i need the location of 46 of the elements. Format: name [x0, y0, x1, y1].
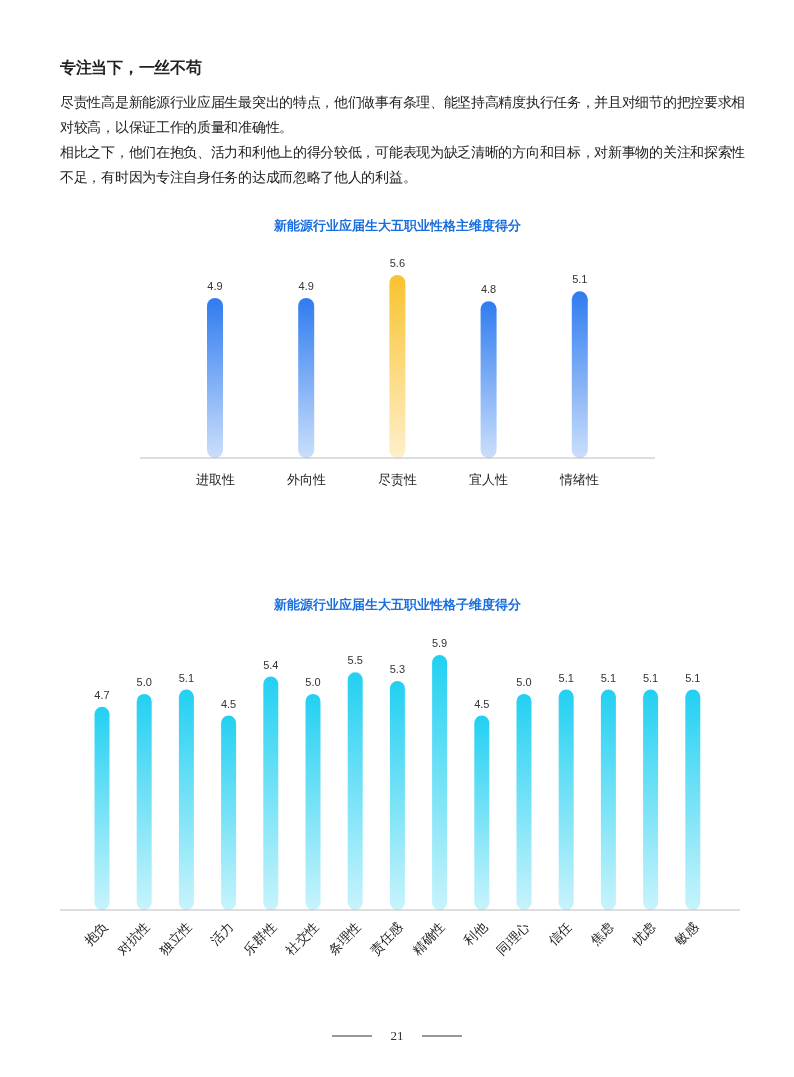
x-tick-label: 社交性 [282, 919, 322, 958]
x-tick-label: 利他 [460, 919, 490, 949]
x-tick-label: 信任 [545, 919, 575, 949]
data-label: 4.9 [298, 279, 314, 292]
data-label: 5.4 [263, 658, 279, 671]
data-label: 5.9 [431, 637, 448, 649]
x-tick-label: 抱负 [81, 919, 111, 949]
x-tick-label: 条理性 [325, 919, 364, 958]
x-tick-label: 尽责性 [377, 472, 417, 487]
data-label: 5.1 [558, 671, 574, 684]
text: 相比之下，他们在抱负、活力和利他上的得分较低，可能表现为缺乏清晰的方向和目标，对新事物的关注和探索性不足，有时因为专注自身任务的达成而忽略了他人的利益。 [60, 144, 746, 187]
x-tick-label: 宜人性 [469, 472, 509, 487]
x-tick-label: 活力 [207, 919, 237, 949]
text: 尽责性高是新能源行业应届生最突出的特点，他们做事有条理、能坚持高精度执行任务，并且对细节的把控要求相对较高，以保证工作的质量和准确性。 [60, 94, 746, 137]
data-label: 5.6 [389, 257, 406, 269]
text: 21 [390, 1028, 404, 1043]
x-tick-label: 情绪性 [559, 472, 600, 487]
data-label: 4.5 [220, 697, 237, 710]
x-tick-label: 外向性 [286, 472, 326, 487]
x-tick-label: 独立性 [156, 919, 195, 958]
data-label: 5.5 [347, 654, 363, 667]
data-label: 5.1 [685, 671, 701, 684]
text: 专注当下，一丝不苟 [60, 58, 203, 78]
x-tick-label: 精确性 [409, 919, 448, 958]
x-tick-label: 乐群性 [240, 919, 279, 958]
data-label: 5.1 [178, 671, 195, 684]
x-tick-label: 忧虑 [629, 919, 659, 950]
data-label: 4.5 [474, 697, 490, 710]
data-label: 5.0 [136, 675, 152, 688]
x-tick-label: 对抗性 [114, 919, 153, 958]
data-label: 4.8 [480, 283, 497, 296]
chart-title: 新能源行业应届生大五职业性格主维度得分 [272, 218, 522, 233]
x-tick-label: 焦虑 [587, 919, 617, 949]
data-label: 5.3 [389, 662, 406, 675]
x-tick-label: 敏感 [671, 919, 701, 949]
data-label: 5.0 [516, 675, 532, 688]
data-label: 4.9 [207, 279, 223, 292]
data-label: 5.1 [642, 671, 659, 684]
data-label: 5.1 [600, 671, 617, 684]
chart-title: 新能源行业应届生大五职业性格子维度得分 [272, 597, 522, 612]
data-label: 5.0 [305, 675, 321, 688]
x-tick-label: 进取性 [195, 472, 235, 487]
x-tick-label: 责任感 [367, 919, 406, 958]
x-tick-label: 同理心 [493, 919, 533, 958]
data-label: 4.7 [94, 688, 110, 701]
data-label: 5.1 [572, 273, 588, 286]
